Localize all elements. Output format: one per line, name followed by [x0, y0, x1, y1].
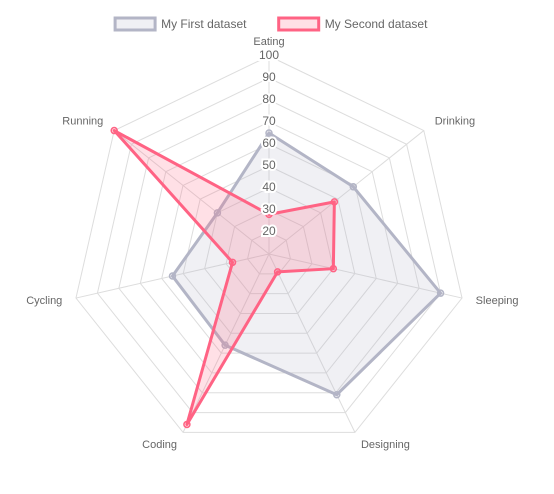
data-point [265, 210, 273, 219]
angle-line [268, 130, 425, 255]
data-point [213, 209, 222, 217]
grid-ring [161, 143, 377, 354]
point-label: Designing [361, 439, 410, 451]
legend-item: My First dataset [113, 16, 247, 32]
point-label: Drinking [435, 116, 475, 128]
tick-label: 80 [262, 92, 276, 106]
grid-ring [75, 55, 463, 433]
data-point [183, 420, 191, 429]
legend-label: My Second dataset [325, 17, 428, 31]
grid-ring [118, 99, 420, 394]
data-point [349, 183, 358, 191]
point-label: Eating [253, 36, 284, 48]
dataset-area [112, 129, 336, 426]
angle-line [268, 253, 463, 299]
legend-swatch [113, 16, 157, 32]
data-point [228, 258, 237, 267]
point-label: Running [62, 116, 103, 128]
tick-label: 100 [259, 48, 279, 62]
point-label: Sleeping [476, 295, 519, 307]
data-point [265, 129, 273, 137]
data-point [110, 126, 118, 135]
angle-line [182, 253, 270, 433]
data-point [329, 264, 338, 273]
legend-label: My First dataset [161, 17, 247, 31]
data-point [168, 272, 177, 280]
legend-item: My Second dataset [277, 16, 428, 32]
legend-swatch [277, 16, 321, 32]
tick-label: 50 [262, 158, 276, 172]
tick-label: 30 [262, 202, 276, 216]
data-point [436, 289, 445, 297]
point-label: Cycling [26, 295, 62, 307]
tick-label: 20 [262, 224, 276, 238]
tick-label: 70 [262, 114, 276, 128]
point-label: Coding [142, 439, 177, 451]
data-point [333, 390, 341, 399]
tick-label: 40 [262, 180, 276, 194]
angle-line [113, 130, 270, 255]
tick-label: 60 [262, 136, 276, 150]
tick-label: 90 [262, 70, 276, 84]
grid-ring [182, 165, 356, 334]
data-point [273, 268, 282, 276]
grid-ring [247, 231, 291, 275]
data-point [330, 198, 339, 206]
grid-ring [139, 121, 399, 374]
data-point [221, 341, 229, 349]
angle-line [268, 253, 356, 433]
grid-ring [204, 187, 334, 314]
grid-ring [96, 77, 442, 414]
grid-ring [225, 209, 313, 295]
